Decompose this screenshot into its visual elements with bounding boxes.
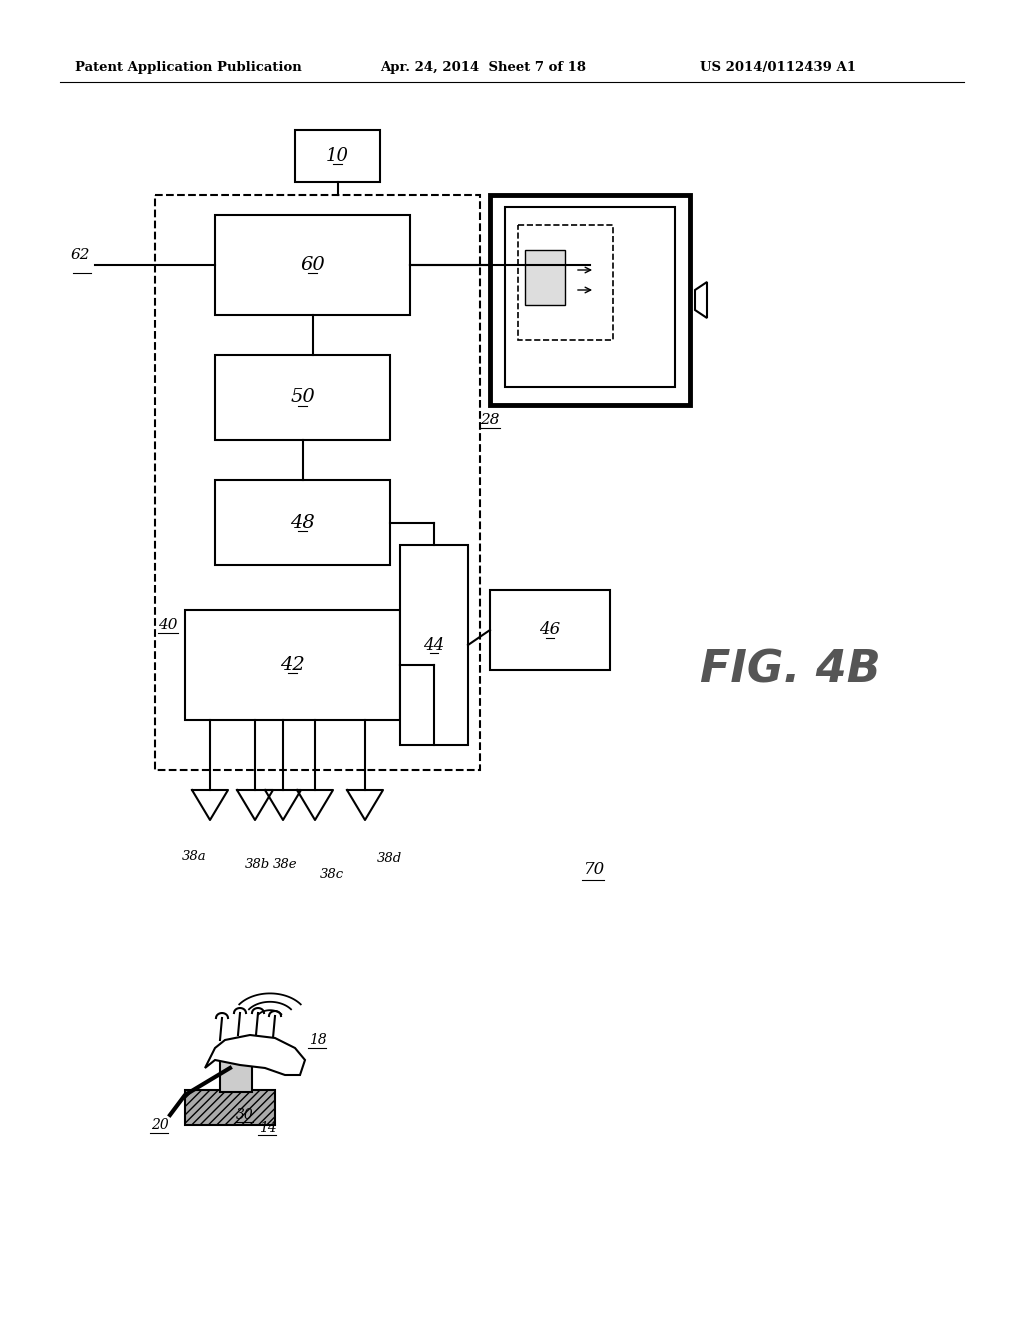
Bar (525, 249, 565, 305)
Bar (490, 590, 610, 671)
Bar (505, 207, 675, 387)
Bar (400, 545, 468, 744)
Bar (215, 355, 390, 440)
Text: 38c: 38c (319, 869, 344, 880)
Text: 38e: 38e (273, 858, 298, 871)
Bar (185, 610, 400, 719)
Text: 50: 50 (290, 388, 314, 407)
Text: 60: 60 (300, 256, 325, 275)
Bar (518, 224, 613, 341)
Text: 18: 18 (309, 1034, 327, 1047)
Text: 38b: 38b (245, 858, 270, 871)
Bar (155, 195, 480, 770)
Text: Patent Application Publication: Patent Application Publication (75, 62, 302, 74)
Polygon shape (205, 1035, 305, 1074)
Text: Apr. 24, 2014  Sheet 7 of 18: Apr. 24, 2014 Sheet 7 of 18 (380, 62, 586, 74)
Bar (220, 1060, 252, 1092)
Bar (185, 1090, 275, 1125)
Text: 38a: 38a (182, 850, 207, 863)
Text: 48: 48 (290, 513, 314, 532)
Text: 30: 30 (237, 1107, 254, 1122)
Text: 42: 42 (281, 656, 305, 675)
Text: 38d: 38d (377, 851, 402, 865)
Text: 10: 10 (326, 147, 349, 165)
Text: 14: 14 (259, 1121, 276, 1135)
Bar (490, 195, 690, 405)
Bar (215, 480, 390, 565)
Polygon shape (695, 282, 707, 318)
Bar (295, 129, 380, 182)
Bar (215, 215, 410, 315)
Text: 28: 28 (480, 413, 500, 426)
Text: 46: 46 (540, 622, 560, 639)
Text: 62: 62 (71, 248, 90, 261)
Text: 20: 20 (152, 1118, 169, 1133)
Text: 70: 70 (585, 862, 605, 879)
Text: 44: 44 (423, 636, 444, 653)
Text: FIG. 4B: FIG. 4B (699, 648, 881, 692)
Text: US 2014/0112439 A1: US 2014/0112439 A1 (700, 62, 856, 74)
Text: 40: 40 (159, 618, 178, 632)
